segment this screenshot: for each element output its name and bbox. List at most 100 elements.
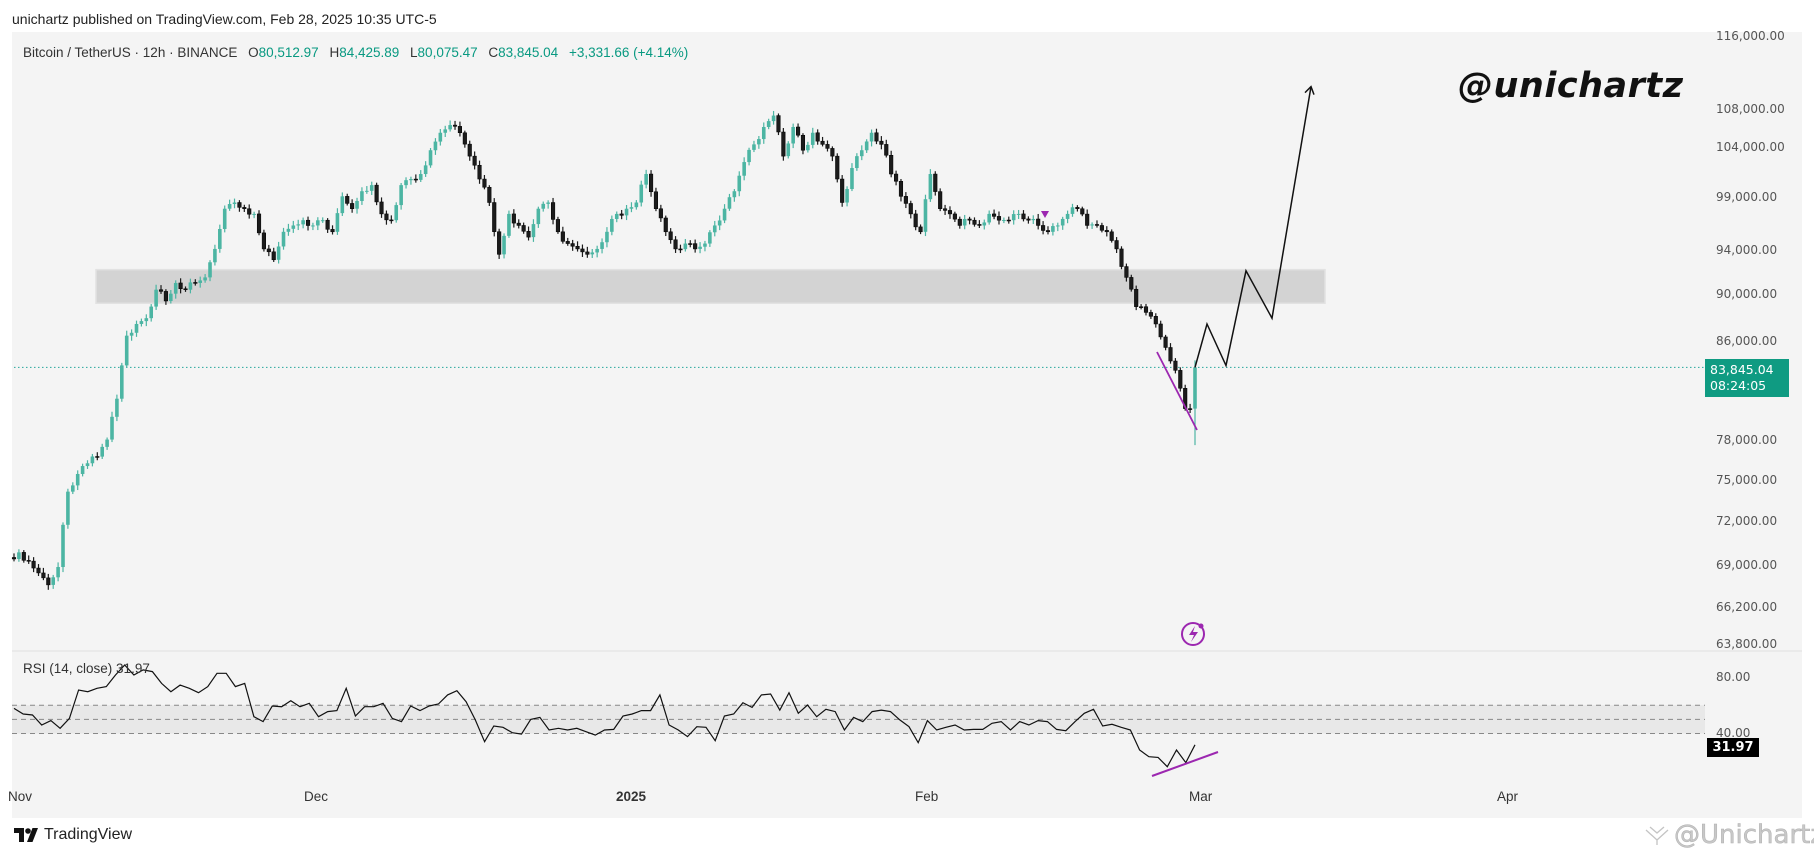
candle-body [727, 197, 732, 209]
candle-body [335, 213, 340, 232]
candle-body [1045, 230, 1051, 233]
price-trendline[interactable] [1156, 351, 1198, 431]
candle [1045, 226, 1051, 235]
candle-body [80, 466, 85, 474]
candle [889, 150, 894, 178]
candle [384, 210, 389, 225]
candle-body [325, 219, 330, 230]
candle [31, 557, 36, 573]
candle-body [394, 205, 399, 221]
candle-body [864, 141, 869, 151]
candle [428, 148, 433, 168]
candle-body [340, 196, 345, 214]
candle-body [1002, 220, 1006, 222]
candle [688, 240, 693, 248]
candle-body [433, 141, 438, 151]
tradingview-logo[interactable]: TradingView [14, 826, 132, 844]
candle [389, 215, 394, 224]
candle [972, 217, 977, 227]
candle [874, 128, 879, 145]
candle-body [115, 398, 119, 417]
candle [252, 211, 256, 219]
candle-body [1193, 367, 1197, 409]
candle-body [693, 243, 698, 250]
candle-body [256, 213, 262, 234]
candle-body [1051, 226, 1055, 232]
candle [560, 226, 565, 244]
candle [610, 215, 614, 236]
support-zone[interactable] [95, 268, 1326, 305]
candle [1124, 263, 1129, 282]
close-value: 83,845.04 [498, 45, 559, 60]
candle-body [800, 134, 806, 151]
candle-body [850, 168, 854, 190]
candle [242, 204, 247, 212]
candle [703, 240, 707, 252]
candle [923, 194, 928, 237]
price-tick: 108,000.00 [1716, 101, 1785, 116]
candle-body [21, 552, 26, 561]
candle [996, 211, 1002, 225]
candle-body [149, 306, 154, 319]
candle [605, 227, 609, 248]
candle-body [158, 289, 164, 292]
candle [158, 285, 164, 294]
candle [452, 120, 458, 130]
candle-body [31, 560, 36, 569]
candle [595, 245, 599, 258]
candle [281, 227, 286, 250]
candle [51, 574, 56, 589]
candle-body [507, 213, 511, 236]
candle [472, 151, 477, 170]
candle [531, 219, 536, 242]
candle [222, 205, 227, 233]
candle [120, 362, 124, 402]
candle [457, 121, 462, 137]
candle-body [1065, 213, 1070, 219]
candle [1070, 203, 1075, 217]
candle-body [110, 416, 114, 440]
candle-body [472, 155, 477, 166]
rsi-trendline[interactable] [1151, 751, 1219, 777]
candle [624, 205, 629, 221]
candle [943, 204, 948, 215]
current-price-value: 83,845.04 [1710, 362, 1774, 377]
candle-body [305, 219, 311, 226]
author-handle: @unichartz [1458, 66, 1684, 106]
candle [482, 174, 487, 190]
candle [1148, 309, 1153, 319]
candle-body [649, 173, 654, 193]
candle-body [311, 225, 315, 227]
price-tick: 69,000.00 [1716, 557, 1778, 572]
candle-body [1016, 213, 1021, 215]
candle-body [1148, 312, 1153, 317]
candle [575, 241, 580, 252]
candle [183, 286, 188, 292]
candle-body [222, 208, 227, 230]
price-tick: 90,000.00 [1716, 287, 1778, 302]
projection-path[interactable] [1194, 86, 1312, 368]
candle [708, 230, 712, 247]
chart-panel[interactable] [12, 32, 1802, 818]
candle [639, 180, 644, 207]
candle-body [379, 201, 384, 215]
candle-body [247, 208, 252, 215]
candle [413, 174, 418, 183]
candle [806, 141, 810, 153]
candle [712, 220, 717, 237]
candle-body [51, 577, 56, 585]
candle-body [776, 115, 781, 133]
candle [17, 549, 21, 562]
candle [1173, 358, 1178, 374]
candle-body [747, 149, 751, 163]
candle-body [560, 231, 565, 242]
bar-countdown: 08:24:05 [1710, 378, 1767, 393]
candle [477, 160, 482, 184]
candle [928, 169, 933, 202]
lightning-icon[interactable] [1181, 622, 1205, 646]
candle-body [869, 132, 874, 142]
candle-body [810, 132, 815, 145]
candle-body [1129, 277, 1134, 290]
candle [1031, 215, 1036, 224]
